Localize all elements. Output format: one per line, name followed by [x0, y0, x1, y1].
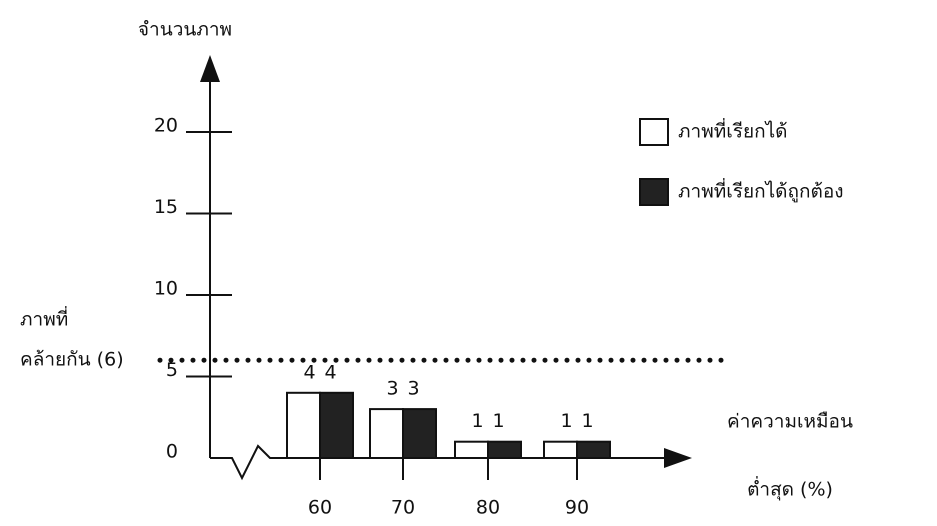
- bar: [370, 409, 403, 458]
- bar: [287, 393, 320, 458]
- reference-label: คล้ายกัน (6): [20, 349, 124, 371]
- y-tick-label: 20: [154, 115, 178, 137]
- bar: [488, 442, 521, 458]
- value-label: 1: [471, 410, 483, 432]
- value-label: 1: [581, 410, 593, 432]
- bar: [403, 409, 436, 458]
- x-tick-label: 90: [565, 497, 589, 519]
- x-axis-label: ค่าความเหมือน: [727, 411, 853, 433]
- value-label: 4: [324, 361, 336, 383]
- value-label: 3: [386, 378, 398, 400]
- chart: จำนวนภาพ ค่าความเหมือน ต่ำสุด (%) 051015…: [0, 0, 937, 526]
- reference-label: ภาพที่: [20, 306, 68, 331]
- y-tick-label: 0: [166, 441, 178, 463]
- y-tick-label: 10: [154, 278, 178, 300]
- bar: [577, 442, 610, 458]
- x-tick-label: 80: [476, 497, 500, 519]
- y-tick-label: 15: [154, 196, 178, 218]
- bar: [455, 442, 488, 458]
- bar: [544, 442, 577, 458]
- y-axis-arrow: [200, 55, 220, 82]
- legend-swatch: [640, 179, 668, 205]
- legend-label: ภาพที่เรียกได้: [678, 118, 787, 143]
- y-axis-label: จำนวนภาพ: [138, 19, 232, 41]
- x-axis-arrow: [664, 448, 692, 468]
- legend-swatch: [640, 119, 668, 145]
- bar: [320, 393, 353, 458]
- value-label: 1: [560, 410, 572, 432]
- value-label: 3: [407, 378, 419, 400]
- value-label: 4: [303, 361, 315, 383]
- value-label: 1: [492, 410, 504, 432]
- legend-label: ภาพที่เรียกได้ถูกต้อง: [678, 178, 844, 203]
- x-axis-label: ต่ำสุด (%): [747, 476, 833, 502]
- x-tick-label: 70: [391, 497, 415, 519]
- x-tick-label: 60: [308, 497, 332, 519]
